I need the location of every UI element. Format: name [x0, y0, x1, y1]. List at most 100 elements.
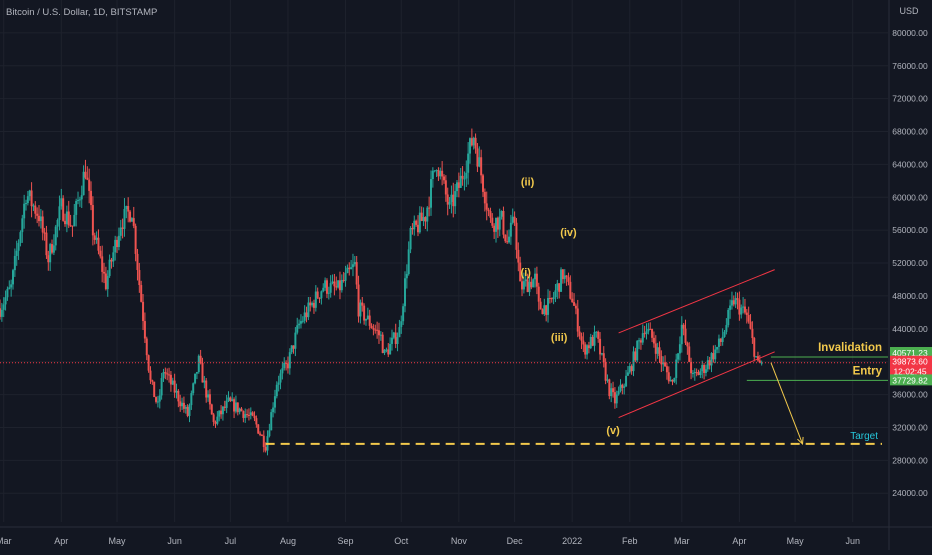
candle-body — [368, 315, 371, 326]
candle-body — [359, 302, 362, 317]
candle-body — [4, 297, 7, 305]
candle-body — [469, 138, 472, 154]
candle-body — [355, 262, 358, 285]
symbol-title[interactable]: Bitcoin / U.S. Dollar, 1D, BITSTAMP — [6, 7, 157, 18]
candle-body — [392, 332, 395, 338]
candle-body — [710, 353, 713, 366]
candle-body — [396, 337, 399, 344]
candle-body — [257, 424, 260, 434]
candle-body — [298, 323, 301, 326]
candle-body — [506, 241, 509, 243]
candle-body — [166, 373, 169, 375]
candle-body — [403, 278, 406, 307]
candle-body — [101, 256, 104, 272]
candle-body — [312, 302, 315, 308]
candle-body — [508, 236, 511, 243]
candle-body — [441, 170, 444, 177]
candle-body — [262, 435, 265, 448]
candle-body — [225, 400, 228, 408]
candle-body — [15, 250, 18, 256]
candle-body — [420, 212, 423, 221]
candle-body — [207, 394, 210, 398]
candle-body — [723, 331, 726, 337]
candle-body — [604, 362, 607, 381]
candle-body — [344, 272, 347, 281]
candle-body — [426, 207, 429, 222]
candle-body — [409, 227, 412, 250]
candle-body — [667, 372, 670, 382]
candle-body — [259, 433, 262, 435]
candle-body — [625, 375, 628, 387]
candle-body — [171, 380, 174, 385]
candle-body — [444, 180, 447, 195]
candle-body — [320, 291, 323, 299]
candle-body — [756, 356, 759, 361]
candle-body — [717, 338, 720, 347]
candle-body — [435, 170, 438, 172]
candle-body — [398, 327, 401, 338]
candle-body — [617, 390, 620, 395]
candle-body — [110, 259, 113, 262]
candle-body — [376, 329, 379, 331]
candle-body — [86, 177, 89, 180]
stop-price-tag-bg — [890, 374, 932, 386]
candle-body — [307, 302, 310, 318]
candle-body — [504, 234, 507, 242]
candle-body — [164, 372, 167, 374]
candle-body — [446, 194, 449, 205]
x-tick-label: Apr — [732, 536, 746, 546]
candle-body — [65, 211, 68, 225]
candle-body — [374, 329, 377, 331]
candle-body — [153, 381, 156, 398]
candle-body — [589, 336, 592, 349]
candle-body — [58, 206, 61, 220]
candle-body — [78, 199, 81, 201]
candle-body — [247, 415, 250, 417]
candle-body — [732, 300, 735, 305]
candle-body — [201, 362, 204, 383]
projection-arrow-head — [797, 436, 804, 445]
candle-body — [2, 304, 5, 310]
candle-body — [10, 284, 13, 288]
candle-body — [366, 315, 369, 319]
candle-body — [99, 250, 102, 257]
candle-body — [703, 365, 706, 373]
candle-body — [363, 305, 366, 321]
candle-body — [249, 412, 252, 416]
candle-body — [636, 340, 639, 361]
candle-body — [77, 199, 80, 201]
candle-body — [333, 281, 336, 287]
candle-body — [433, 170, 436, 172]
candle-body — [233, 399, 236, 412]
x-tick-label: Aug — [280, 536, 296, 546]
candle-body — [43, 232, 46, 234]
candle-body — [192, 383, 195, 394]
candle-body — [517, 249, 520, 263]
candle-body — [223, 406, 226, 408]
candle-body — [493, 225, 496, 232]
candle-body — [134, 225, 137, 254]
candle-body — [443, 176, 445, 181]
candle-body — [565, 275, 568, 278]
candle-body — [730, 300, 733, 306]
candle-body — [104, 273, 107, 290]
candle-body — [571, 298, 574, 303]
candle-body — [530, 281, 533, 288]
candle-body — [400, 321, 403, 328]
candle-body — [346, 267, 349, 273]
candle-body — [114, 239, 117, 253]
candle-body — [181, 402, 184, 407]
candle-body — [580, 336, 583, 341]
candle-body — [691, 373, 694, 375]
candle-body — [69, 225, 72, 227]
candle-body — [199, 355, 202, 363]
candle-body — [587, 345, 590, 349]
candle-body — [745, 312, 748, 316]
candle-body — [0, 309, 3, 317]
projection-arrow-line — [770, 362, 804, 445]
candle-body — [415, 220, 418, 225]
candle-body — [305, 312, 308, 318]
